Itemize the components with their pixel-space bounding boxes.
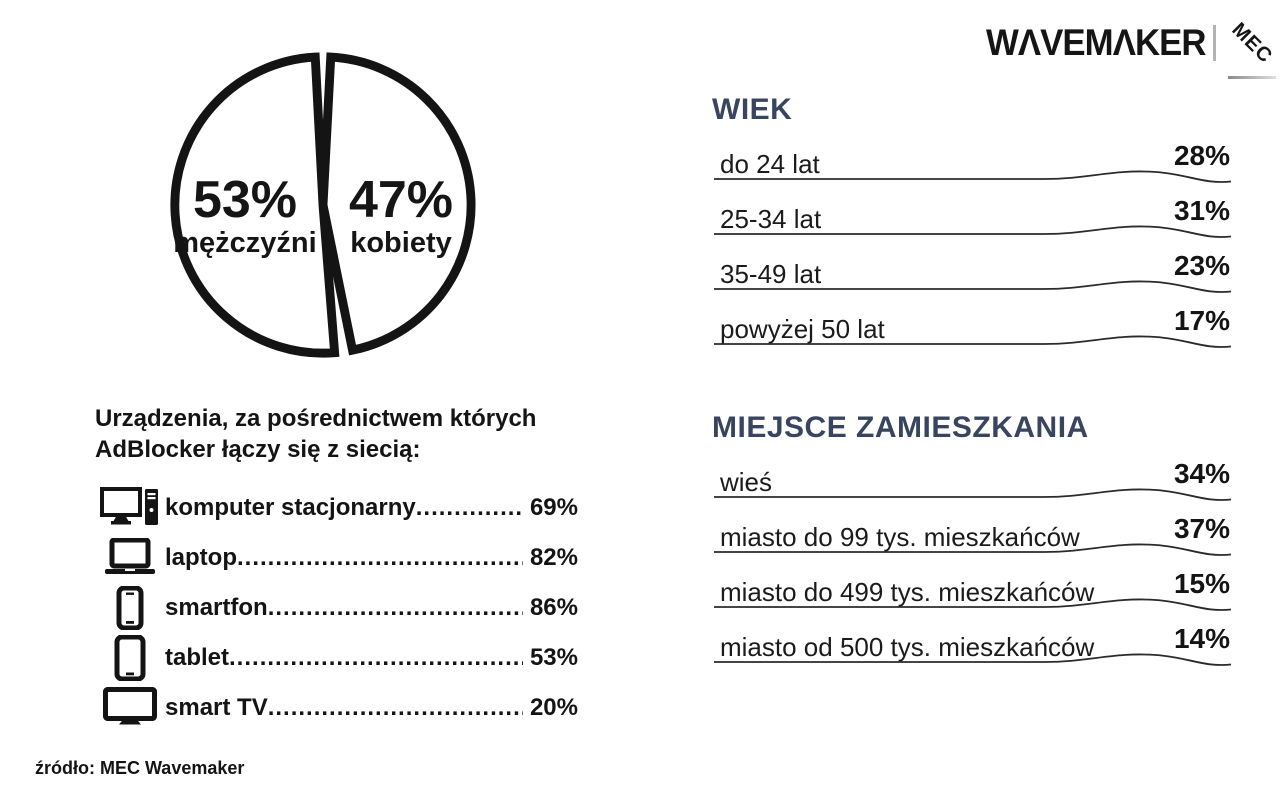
- swoosh-underline: [714, 225, 1232, 238]
- desktop-computer-icon: [95, 487, 165, 529]
- smartphone-icon: [95, 586, 165, 630]
- pie-women-callout: 47% kobiety: [329, 173, 473, 259]
- device-label: tablet: [165, 644, 230, 671]
- dot-leader: ........................................…: [229, 644, 523, 671]
- gender-pie-chart: 53% mężczyźni 47% kobiety: [167, 49, 479, 361]
- source-note: źródło: MEC Wavemaker: [35, 758, 245, 778]
- mec-logo-underline: [1228, 76, 1276, 79]
- age-rows: do 24 lat 28% 25-34 lat 31% 35-49 lat 23…: [712, 133, 1234, 353]
- pie-women-value: 47%: [348, 171, 454, 229]
- age-value: 28%: [1173, 140, 1230, 171]
- swoosh-underline: [714, 335, 1232, 348]
- residence-row: wieś 34%: [712, 451, 1234, 506]
- dot-leader: ........................................…: [237, 544, 523, 571]
- pie-men-label: mężczyźni: [173, 227, 317, 259]
- residence-label: miasto do 499 tys. mieszkańców: [720, 577, 1095, 607]
- device-row-smartphone: smartfon ...............................…: [95, 583, 578, 633]
- device-label: laptop: [165, 544, 237, 571]
- device-value: 69%: [529, 494, 578, 521]
- residence-label: wieś: [720, 467, 773, 497]
- residence-label: miasto od 500 tys. mieszkańców: [720, 632, 1095, 662]
- device-row-tablet: tablet .................................…: [95, 633, 578, 683]
- age-row: 35-49 lat 23%: [712, 243, 1234, 298]
- pie-men-callout: 53% mężczyźni: [173, 173, 317, 259]
- device-row-smart-tv: smart TV ...............................…: [95, 683, 578, 733]
- device-label: komputer stacjonarny: [165, 494, 416, 521]
- device-value: 53%: [529, 644, 578, 671]
- pie-slice-women: [318, 52, 476, 356]
- devices-list: komputer stacjonarny ...................…: [95, 483, 578, 733]
- brand-separator: [1213, 25, 1216, 61]
- residence-label: miasto do 99 tys. mieszkańców: [720, 522, 1080, 552]
- tablet-icon: [95, 635, 165, 681]
- swoosh-underline: [714, 598, 1232, 611]
- device-row-desktop: komputer stacjonarny ...................…: [95, 483, 578, 533]
- device-value: 86%: [529, 594, 578, 621]
- age-row: powyżej 50 lat 17%: [712, 298, 1234, 353]
- devices-heading: Urządzenia, za pośrednictwem których AdB…: [95, 405, 537, 463]
- age-label: do 24 lat: [720, 149, 820, 179]
- residence-section: MIEJSCE ZAMIESZKANIA wieś 34% miasto do …: [712, 411, 1234, 671]
- residence-value: 15%: [1173, 568, 1230, 599]
- laptop-icon: [95, 538, 165, 578]
- swoosh-underline: [714, 653, 1232, 666]
- swoosh-underline: [714, 280, 1232, 293]
- age-row: do 24 lat 28%: [712, 133, 1234, 188]
- residence-value: 37%: [1173, 513, 1230, 544]
- dot-leader: ........................................…: [415, 494, 523, 521]
- age-value: 31%: [1173, 195, 1230, 226]
- age-label: 35-49 lat: [720, 259, 822, 289]
- age-row: 25-34 lat 31%: [712, 188, 1234, 243]
- devices-section: Urządzenia, za pośrednictwem których AdB…: [95, 403, 595, 733]
- age-section: WIEK do 24 lat 28% 25-34 lat 31% 35-49 l…: [712, 93, 1234, 353]
- device-value: 82%: [529, 544, 578, 571]
- swoosh-underline: [714, 170, 1232, 183]
- pie-icon: [170, 52, 476, 358]
- wavemaker-logo: WΛVEMΛKER: [986, 22, 1207, 63]
- age-value: 23%: [1173, 250, 1230, 281]
- residence-rows: wieś 34% miasto do 99 tys. mieszkańców 3…: [712, 451, 1234, 671]
- device-row-laptop: laptop .................................…: [95, 533, 578, 583]
- mec-logo: MEC: [1224, 14, 1280, 72]
- pie-slice-men: [170, 52, 340, 358]
- pie-women-label: kobiety: [350, 227, 452, 259]
- device-label: smart TV: [165, 694, 268, 721]
- residence-row: miasto do 499 tys. mieszkańców 15%: [712, 561, 1234, 616]
- device-value: 20%: [529, 694, 578, 721]
- residence-row: miasto do 99 tys. mieszkańców 37%: [712, 506, 1234, 561]
- device-label: smartfon: [165, 594, 268, 621]
- residence-heading: MIEJSCE ZAMIESZKANIA: [712, 411, 1089, 444]
- residence-row: miasto od 500 tys. mieszkańców 14%: [712, 616, 1234, 671]
- dot-leader: ........................................…: [267, 594, 523, 621]
- mec-logo-text: MEC: [1227, 18, 1277, 68]
- age-label: 25-34 lat: [720, 204, 822, 234]
- residence-value: 34%: [1173, 458, 1230, 489]
- smart-tv-icon: [95, 687, 165, 729]
- age-label: powyżej 50 lat: [720, 314, 885, 344]
- age-value: 17%: [1173, 305, 1230, 336]
- dot-leader: ........................................…: [267, 694, 523, 721]
- swoosh-underline: [714, 543, 1232, 556]
- pie-men-value: 53%: [192, 171, 298, 229]
- swoosh-underline: [714, 488, 1232, 501]
- age-heading: WIEK: [712, 93, 793, 126]
- residence-value: 14%: [1173, 623, 1230, 654]
